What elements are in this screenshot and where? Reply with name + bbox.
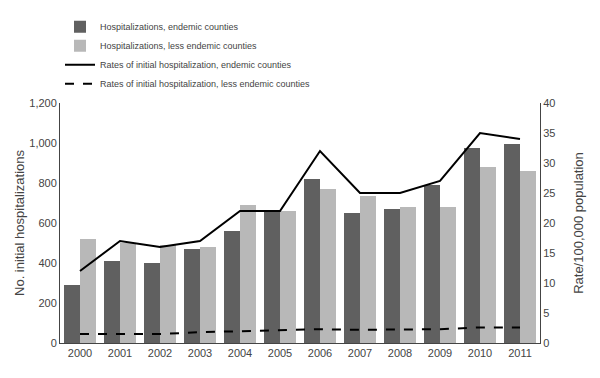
- svg-text:2000: 2000: [68, 347, 92, 359]
- svg-text:2006: 2006: [308, 347, 332, 359]
- svg-text:Hospitalizations, endemic coun: Hospitalizations, endemic counties: [100, 22, 239, 32]
- svg-text:2001: 2001: [108, 347, 132, 359]
- svg-text:15: 15: [543, 247, 555, 259]
- svg-text:2008: 2008: [388, 347, 412, 359]
- svg-text:Rates of initial hospitalizati: Rates of initial hospitalization, less e…: [100, 79, 310, 89]
- svg-text:2011: 2011: [508, 347, 532, 359]
- svg-text:0: 0: [543, 337, 549, 349]
- svg-text:30: 30: [543, 157, 555, 169]
- svg-text:25: 25: [543, 187, 555, 199]
- svg-text:2010: 2010: [468, 347, 492, 359]
- svg-text:Rate/100,000 population: Rate/100,000 population: [571, 152, 586, 294]
- svg-text:35: 35: [543, 127, 555, 139]
- svg-text:40: 40: [543, 97, 555, 109]
- svg-text:Hospitalizations, less endemic: Hospitalizations, less endemic counties: [100, 41, 257, 51]
- svg-text:2005: 2005: [268, 347, 292, 359]
- svg-text:2002: 2002: [148, 347, 172, 359]
- svg-text:2007: 2007: [348, 347, 372, 359]
- svg-text:No. initial hospitalizations: No. initial hospitalizations: [12, 150, 27, 296]
- svg-text:0: 0: [51, 337, 57, 349]
- svg-text:5: 5: [543, 307, 549, 319]
- svg-text:20: 20: [543, 217, 555, 229]
- svg-text:1,200: 1,200: [29, 97, 57, 109]
- svg-text:200: 200: [38, 297, 56, 309]
- svg-text:2009: 2009: [428, 347, 452, 359]
- svg-text:2003: 2003: [188, 347, 212, 359]
- svg-text:1,000: 1,000: [29, 137, 57, 149]
- svg-text:400: 400: [38, 257, 56, 269]
- svg-text:600: 600: [38, 217, 56, 229]
- svg-text:10: 10: [543, 277, 555, 289]
- svg-text:2004: 2004: [228, 347, 252, 359]
- svg-text:800: 800: [38, 177, 56, 189]
- svg-text:Rates of initial hospitalizati: Rates of initial hospitalization, endemi…: [100, 60, 292, 70]
